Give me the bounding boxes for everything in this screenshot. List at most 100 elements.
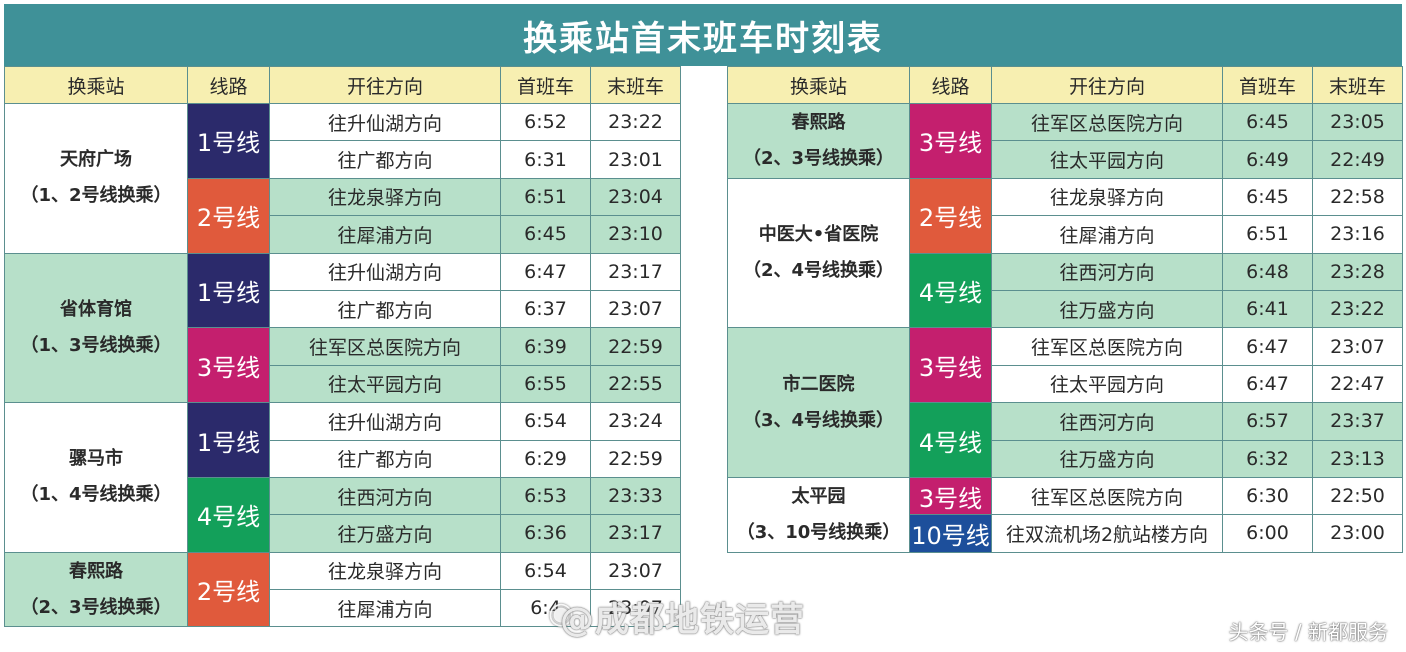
header-direction: 开往方向 (991, 66, 1223, 104)
line-badge: 4号线 (909, 252, 992, 329)
direction-cell: 往龙泉驿方向 (269, 177, 501, 217)
line-badge: 3号线 (909, 327, 992, 404)
table-row: 10号线 往双流机场2航站楼方向 6:00 23:00 (727, 514, 1403, 553)
station-name: 省体育馆 (60, 298, 132, 320)
first-train-time: 6:54 (500, 402, 591, 441)
direction-cell: 往升仙湖方向 (269, 102, 501, 142)
last-train-time: 23:33 (590, 476, 681, 516)
station-cell: 太平园 （3、10号线换乘） (727, 476, 910, 553)
station-cell: 骡马市 （1、4号线换乘） (4, 402, 188, 553)
table-row: 太平园 （3、10号线换乘） 3号线 往军区总医院方向 6:30 22:50 (727, 476, 1403, 553)
direction-cell: 往广都方向 (269, 140, 501, 179)
line-badge: 2号线 (187, 177, 270, 254)
first-train-time: 6:30 (1222, 476, 1313, 516)
table-row: 往犀浦方向 6:45 23:10 (4, 215, 681, 254)
station-transfer-note: （3、4号线换乘） (742, 409, 895, 431)
last-train-time: 22:59 (590, 327, 681, 366)
direction-cell: 往广都方向 (269, 289, 501, 329)
station-cell: 春熙路 （2、3号线换乘） (4, 551, 188, 628)
line-badge: 1号线 (187, 252, 270, 329)
header-last-train: 末班车 (1312, 66, 1403, 104)
last-train-time: 23:17 (590, 514, 681, 553)
direction-cell: 往万盛方向 (991, 439, 1223, 478)
station-transfer-note: （2、3号线换乘） (742, 147, 895, 169)
table-row: 市二医院 （3、4号线换乘） 3号线 往军区总医院方向 6:47 23:07 (727, 327, 1403, 478)
first-train-time: 6:45 (500, 215, 591, 254)
last-train-time: 23:17 (590, 252, 681, 291)
table-row: 春熙路 （2、3号线换乘） 2号线 往龙泉驿方向 6:54 23:07 (4, 551, 681, 628)
table-row: 往广都方向 6:31 23:01 (4, 140, 681, 179)
station-transfer-note: （1、4号线换乘） (20, 484, 172, 506)
direction-cell: 往太平园方向 (991, 364, 1223, 404)
direction-cell: 往犀浦方向 (269, 215, 501, 254)
direction-cell: 往军区总医院方向 (991, 327, 1223, 366)
first-train-time: 6:54 (500, 551, 591, 591)
station-name: 太平园 (791, 485, 846, 507)
direction-cell: 往西河方向 (991, 402, 1223, 441)
left-schedule-table: 换乘站 线路 开往方向 首班车 末班车 天府广场 （1、2号线换乘） 1号线 往升仙湖… (4, 66, 681, 628)
header-line: 线路 (909, 66, 992, 104)
station-transfer-note: （2、4号线换乘） (742, 260, 895, 282)
station-name: 春熙路 (69, 560, 123, 582)
last-train-time: 23:13 (1312, 439, 1403, 478)
table-row: 4号线 往西河方向 6:48 23:28 (727, 252, 1403, 329)
last-train-time: 23:24 (590, 402, 681, 441)
direction-cell: 往西河方向 (269, 476, 501, 516)
station-name: 骡马市 (69, 448, 123, 470)
line-badge: 2号线 (187, 551, 270, 628)
first-train-time: 6:41 (1222, 289, 1313, 329)
right-schedule-table: 换乘站 线路 开往方向 首班车 末班车 春熙路 （2、3号线换乘） 3号线 往军区总医… (727, 66, 1403, 553)
last-train-time: 23:37 (1312, 402, 1403, 441)
line-badge: 3号线 (909, 103, 992, 179)
first-train-time: 6:47 (500, 252, 591, 291)
last-train-time: 23:22 (590, 102, 681, 142)
table-row: 往太平园方向 6:55 22:55 (4, 364, 681, 404)
direction-cell: 往升仙湖方向 (269, 402, 501, 441)
station-cell: 中医大•省医院 （2、4号线换乘） (727, 177, 910, 329)
last-train-time: 23:07 (590, 289, 681, 329)
first-train-time: 6:48 (1222, 252, 1313, 291)
line-badge: 1号线 (187, 103, 270, 179)
station-cell: 天府广场 （1、2号线换乘） (4, 103, 188, 254)
direction-cell: 往犀浦方向 (991, 215, 1223, 254)
first-train-time: 6:55 (500, 364, 591, 404)
header-station: 换乘站 (4, 66, 188, 104)
last-train-time: 23:10 (590, 215, 681, 254)
header-station: 换乘站 (727, 66, 910, 104)
last-train-time: 23:00 (1312, 514, 1403, 553)
header-direction: 开往方向 (269, 66, 501, 104)
header-row: 换乘站 线路 开往方向 首班车 末班车 (727, 66, 1403, 104)
line-badge: 1号线 (187, 402, 270, 478)
station-transfer-note: （1、2号线换乘） (20, 185, 172, 207)
first-train-time: 6:45 (1222, 177, 1313, 217)
first-train-time: 6:4 (500, 589, 591, 628)
table-row: 中医大•省医院 （2、4号线换乘） 2号线 往龙泉驿方向 6:45 22:58 (727, 177, 1403, 329)
line-badge: 3号线 (909, 476, 992, 516)
first-train-time: 6:29 (500, 439, 591, 478)
last-train-time: 23:01 (590, 140, 681, 179)
first-train-time: 6:37 (500, 289, 591, 329)
first-train-time: 6:47 (1222, 327, 1313, 366)
line-badge: 4号线 (909, 402, 992, 478)
weibo-icon: ◉ (548, 596, 575, 631)
first-train-time: 6:51 (500, 177, 591, 217)
header-first-train: 首班车 (1222, 66, 1313, 104)
first-train-time: 6:57 (1222, 402, 1313, 441)
station-transfer-note: （1、3号线换乘） (20, 334, 172, 356)
first-train-time: 6:52 (500, 102, 591, 142)
station-cell: 市二医院 （3、4号线换乘） (727, 327, 910, 478)
station-name: 中医大•省医院 (758, 224, 879, 246)
line-badge: 3号线 (187, 327, 270, 404)
direction-cell: 往龙泉驿方向 (991, 177, 1223, 217)
line-badge: 10号线 (909, 514, 992, 553)
first-train-time: 6:32 (1222, 439, 1313, 478)
last-train-time: 22:59 (590, 439, 681, 478)
last-train-time: 22:58 (1312, 177, 1403, 217)
line-badge: 4号线 (187, 476, 270, 553)
first-train-time: 6:49 (1222, 140, 1313, 179)
direction-cell: 往太平园方向 (269, 364, 501, 404)
direction-cell: 往龙泉驿方向 (269, 551, 501, 591)
first-train-time: 6:45 (1222, 102, 1313, 142)
station-cell: 春熙路 （2、3号线换乘） (727, 103, 910, 179)
direction-cell: 往犀浦方向 (269, 589, 501, 628)
